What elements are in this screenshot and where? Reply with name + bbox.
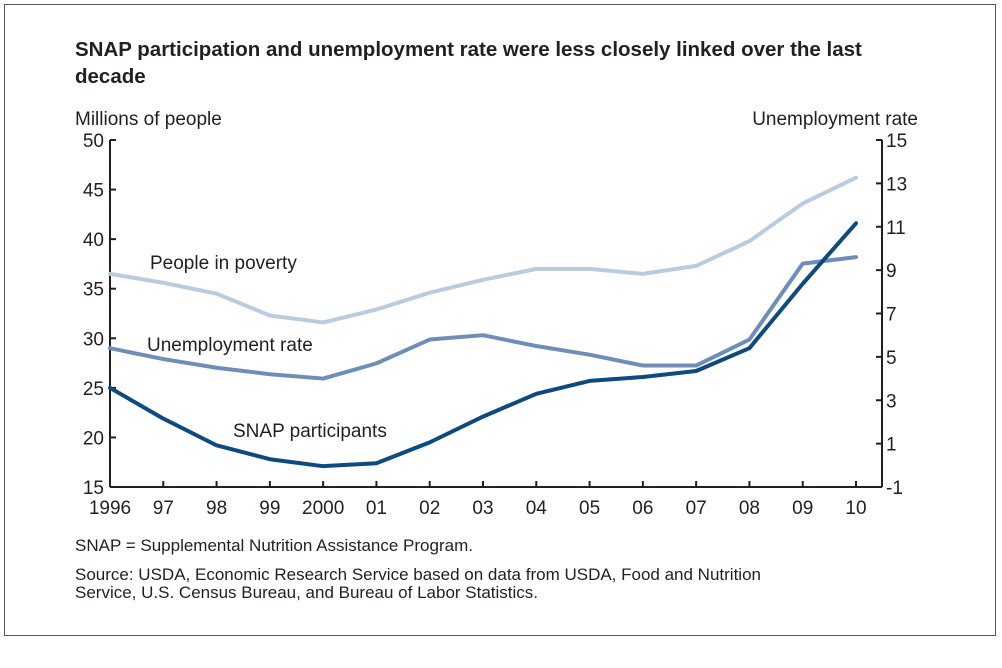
y-tick-label-right: 7: [886, 305, 897, 326]
x-tick-label: 04: [526, 498, 548, 519]
y-tick-label-right: -1: [886, 478, 903, 499]
x-tick-label: 98: [206, 498, 227, 519]
y-tick-label-right: 9: [886, 261, 897, 282]
y-tick-label-right: 13: [886, 174, 907, 195]
y-tick-label-right: 11: [886, 218, 906, 239]
y-axis-right-label: Unemployment rate: [752, 109, 918, 130]
series-line-unemployment-rate: [108, 255, 858, 381]
label-people-in-poverty: People in poverty: [150, 253, 297, 274]
x-tick-label: 02: [419, 498, 440, 519]
x-tick-label: 2000: [302, 498, 344, 519]
x-tick-label: 01: [366, 498, 387, 519]
label-snap-participants: SNAP participants: [233, 421, 387, 442]
x-tick-label: 05: [579, 498, 600, 519]
x-tick-label: 03: [472, 498, 493, 519]
y-tick-label-left: 30: [83, 329, 104, 350]
y-tick-label-left: 50: [83, 131, 104, 152]
y-tick-label-left: 20: [83, 428, 104, 449]
x-tick-label: 97: [153, 498, 174, 519]
x-tick-label: 09: [792, 498, 813, 519]
y-tick-label-right: 15: [886, 131, 907, 152]
x-tick-label: 1996: [89, 498, 131, 519]
y-tick-label-left: 45: [83, 181, 104, 202]
x-tick-label: 07: [686, 498, 707, 519]
y-tick-label-right: 3: [886, 391, 897, 412]
source-note-line2: Service, U.S. Census Bureau, and Bureau …: [75, 583, 539, 602]
y-tick-label-right: 1: [886, 435, 897, 456]
label-unemployment-rate: Unemployment rate: [147, 335, 313, 356]
y-tick-label-left: 25: [83, 379, 104, 400]
x-tick-label: 08: [739, 498, 760, 519]
x-tick-label: 10: [845, 498, 866, 519]
chart-frame: [4, 4, 996, 636]
x-tick-label: 99: [259, 498, 280, 519]
series-line-people-in-poverty: [108, 175, 858, 325]
source-note-line1: Source: USDA, Economic Research Service …: [75, 565, 761, 584]
y-tick-label-left: 15: [83, 478, 104, 499]
y-axis-left-label: Millions of people: [75, 109, 222, 130]
abbreviation-note: SNAP = Supplemental Nutrition Assistance…: [75, 536, 473, 555]
chart-title: SNAP participation and unemployment rate…: [75, 38, 862, 88]
x-tick-label: 06: [632, 498, 653, 519]
y-tick-label-right: 5: [886, 348, 897, 369]
y-tick-label-left: 40: [83, 230, 104, 251]
y-tick-label-left: 35: [83, 280, 104, 301]
